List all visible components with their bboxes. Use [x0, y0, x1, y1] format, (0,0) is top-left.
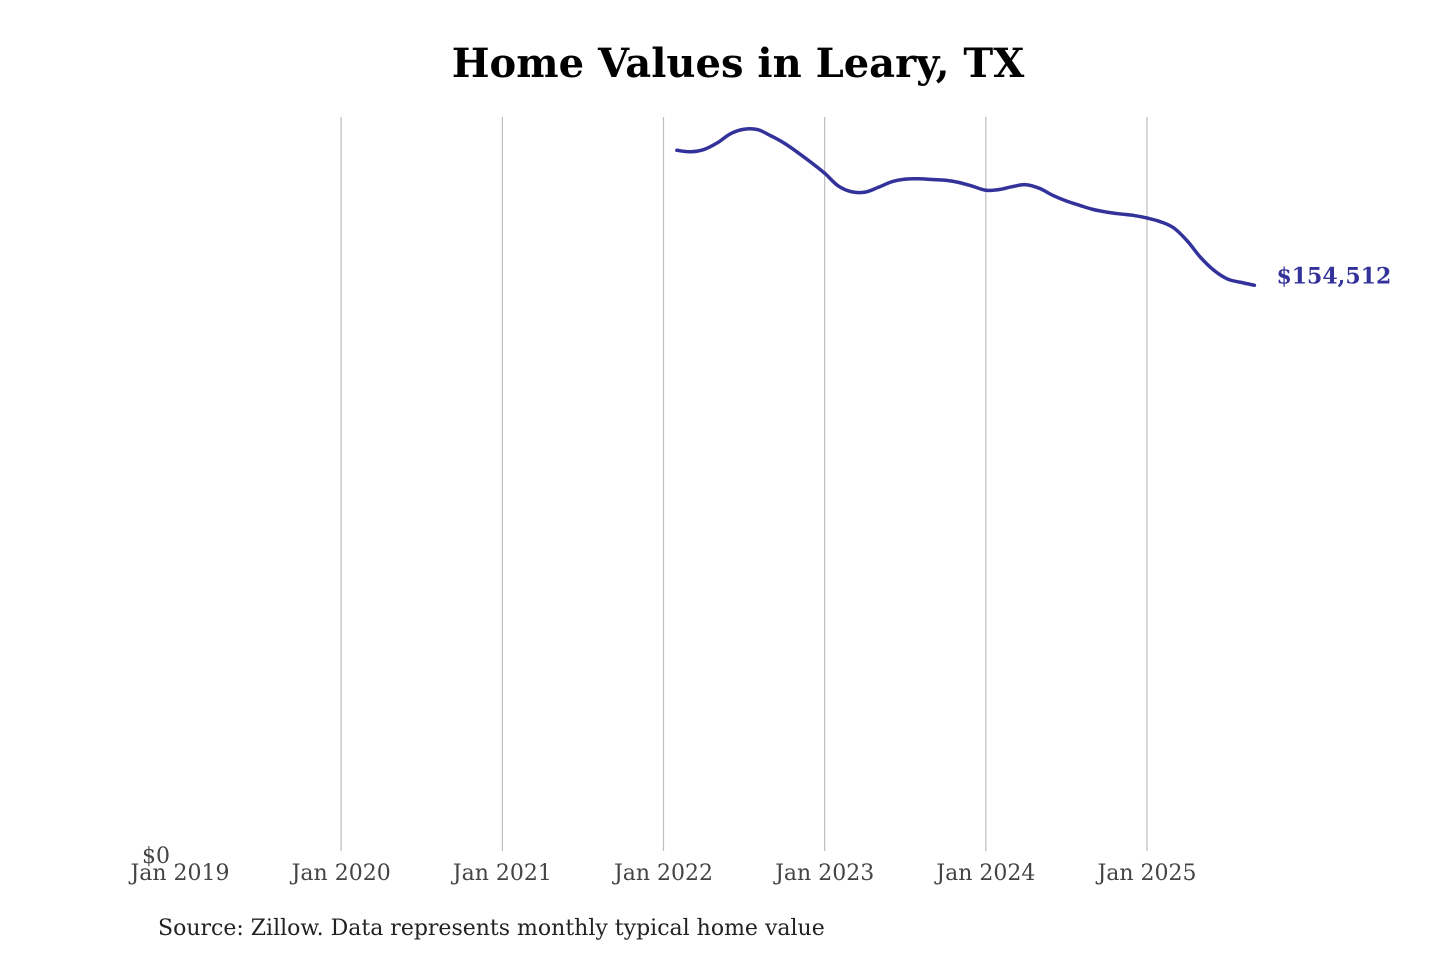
- data-point: [715, 141, 719, 145]
- data-point: [769, 134, 773, 138]
- data-point: [1024, 183, 1028, 187]
- chart-title: Home Values in Leary, TX: [451, 40, 1025, 87]
- data-point: [809, 160, 813, 165]
- data-point: [742, 127, 746, 131]
- data-point: [903, 177, 907, 181]
- data-point: [1212, 268, 1216, 273]
- x-tick-label: Jan 2021: [451, 861, 552, 886]
- series-layer: $154,512: [675, 126, 1391, 289]
- data-point: [1225, 277, 1230, 281]
- data-point: [1252, 283, 1257, 287]
- data-point: [1199, 256, 1203, 260]
- data-point: [917, 177, 921, 181]
- y-tick-label: $0: [142, 844, 170, 869]
- data-point: [1239, 280, 1243, 284]
- x-tick-label: Jan 2023: [773, 861, 874, 886]
- data-point: [930, 177, 934, 182]
- data-point: [1145, 216, 1149, 220]
- data-point: [1037, 186, 1042, 191]
- data-point: [997, 187, 1001, 192]
- x-tick-label: Jan 2024: [934, 861, 1035, 886]
- data-point: [1158, 220, 1163, 224]
- data-point: [836, 184, 840, 188]
- data-point: [943, 178, 948, 182]
- data-point: [1105, 210, 1109, 214]
- data-point: [796, 150, 800, 155]
- data-point: [1131, 213, 1136, 218]
- data-point: [1172, 226, 1176, 230]
- x-tick-label: Jan 2022: [612, 861, 713, 886]
- data-point: [1011, 184, 1015, 189]
- data-point: [1051, 193, 1055, 198]
- data-point: [729, 132, 733, 136]
- data-point: [702, 147, 706, 152]
- data-point: [970, 184, 975, 188]
- data-point: [1118, 212, 1122, 216]
- data-point: [849, 190, 854, 194]
- data-point: [890, 180, 894, 184]
- data-point: [1064, 199, 1069, 203]
- axis-ticks: Jan 2019 Jan 2020 Jan 2021 Jan 2022 Jan 2023…: [128, 844, 1196, 886]
- data-point: [675, 148, 679, 152]
- data-point: [1091, 207, 1095, 212]
- x-tick-label: Jan 2019: [128, 861, 229, 886]
- data-point: [755, 127, 760, 132]
- data-point: [984, 188, 988, 192]
- data-point: [823, 171, 827, 175]
- gridlines: [340, 117, 1148, 851]
- data-point: [957, 180, 961, 185]
- end-value-label: $154,512: [1276, 263, 1391, 289]
- data-point: [782, 141, 786, 145]
- data-point: [876, 185, 880, 189]
- data-point: [863, 190, 867, 194]
- data-point: [1078, 203, 1082, 208]
- series-line-0: [675, 126, 1257, 288]
- x-tick-label: Jan 2020: [290, 861, 391, 886]
- source-note: Source: Zillow. Data represents monthly …: [158, 916, 825, 941]
- data-point: [688, 150, 692, 154]
- data-point: [1185, 239, 1189, 243]
- x-tick-label: Jan 2025: [1095, 861, 1196, 886]
